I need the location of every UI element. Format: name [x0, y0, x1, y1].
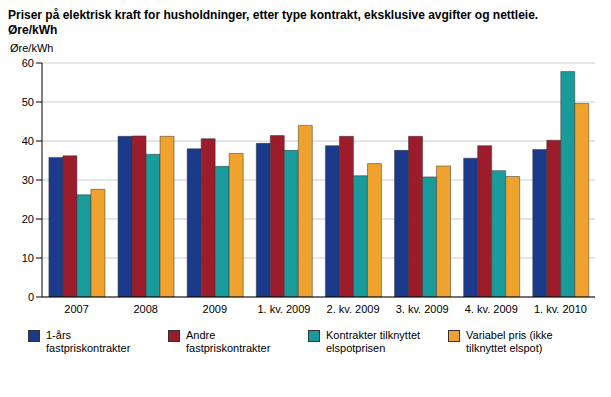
svg-text:40: 40: [22, 135, 34, 147]
svg-text:1. kv. 2010: 1. kv. 2010: [534, 303, 587, 315]
html-text:1-års fastpriskontrakter: 1-års fastpriskontrakter: [46, 329, 131, 354]
svg-text:3. kv. 2009: 3. kv. 2009: [396, 303, 449, 315]
svg-text:1. kv. 2009: 1. kv. 2009: [257, 303, 310, 315]
svg-text:2. kv. 2009: 2. kv. 2009: [327, 303, 380, 315]
html-text:Øre/kWh: Øre/kWh: [8, 23, 58, 37]
svg-text:4. kv. 2009: 4. kv. 2009: [465, 303, 518, 315]
html-text:Øre/kWh: Øre/kWh: [10, 42, 54, 54]
svg-text:50: 50: [22, 96, 34, 108]
html-text:Variabel pris (ikke tilknyttet: Variabel pris (ikke tilknyttet elspot): [466, 329, 553, 354]
svg-text:0: 0: [28, 291, 34, 303]
svg-text:2007: 2007: [64, 303, 88, 315]
html-text:Kontrakter tilknyttet elspotpr: Kontrakter tilknyttet elspotprisen: [326, 329, 421, 354]
svg-text:30: 30: [22, 174, 34, 186]
html-text:Andre fastpriskontrakter: Andre fastpriskontrakter: [186, 329, 271, 354]
svg-text:60: 60: [22, 57, 34, 69]
svg-text:20: 20: [22, 213, 34, 225]
html-text:Priser på elektrisk kraft for: Priser på elektrisk kraft for husholdnin…: [8, 8, 539, 22]
svg-text:10: 10: [22, 252, 34, 264]
svg-text:2009: 2009: [203, 303, 227, 315]
svg-text:2008: 2008: [133, 303, 157, 315]
